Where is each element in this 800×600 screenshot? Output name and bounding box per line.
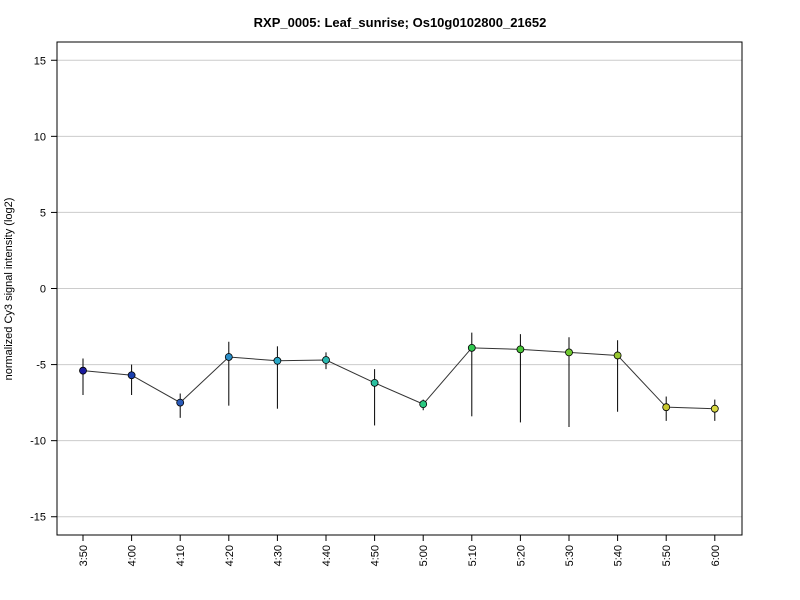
plot-frame	[56, 41, 743, 536]
x-tick-label: 4:30	[272, 545, 284, 566]
data-points	[79, 343, 719, 413]
x-tick-label: 5:30	[564, 545, 576, 566]
x-tick-label: 5:50	[661, 545, 673, 566]
x-tick-label: 5:40	[613, 545, 625, 566]
y-tick-label: -15	[30, 512, 46, 524]
y-tick-label: -10	[30, 436, 46, 448]
x-tick-label: 5:10	[467, 545, 479, 566]
data-point	[224, 353, 233, 361]
data-point	[79, 366, 87, 375]
y-axis: -15 -10 -5 0 5 10 15	[30, 55, 57, 524]
data-point	[419, 400, 428, 409]
x-tick-label: 4:40	[321, 545, 333, 566]
y-tick-label: 15	[34, 55, 46, 67]
data-point	[322, 356, 330, 364]
data-point	[273, 356, 282, 365]
data-point	[516, 345, 525, 354]
y-axis-label: normalized Cy3 signal intensity (log2)	[3, 198, 15, 381]
y-tick-label: 5	[40, 207, 46, 219]
y-tick-label: 10	[34, 131, 46, 143]
data-point	[370, 378, 379, 387]
chart-title: RXP_0005: Leaf_sunrise; Os10g0102800_216…	[254, 15, 547, 30]
data-point	[710, 404, 719, 413]
x-tick-label: 5:00	[418, 545, 430, 566]
x-axis: 3:50 4:00 4:10 4:20 4:30 4:40 4:50 5:00 5:10 5:20…	[78, 535, 722, 566]
data-point	[662, 403, 671, 412]
y-tick-label: 0	[40, 284, 46, 296]
grid-lines	[57, 59, 742, 518]
x-tick-label: 4:20	[224, 545, 236, 566]
data-point	[613, 351, 622, 360]
y-tick-label: -5	[36, 360, 46, 372]
error-bars	[82, 332, 716, 427]
x-tick-label: 4:10	[175, 545, 187, 566]
series-line	[82, 347, 715, 410]
x-tick-label: 4:00	[127, 545, 139, 566]
data-point	[467, 343, 476, 352]
data-point	[176, 398, 185, 407]
data-point	[565, 348, 573, 357]
x-tick-label: 5:20	[515, 545, 527, 566]
x-tick-label: 3:50	[78, 545, 90, 566]
x-tick-label: 6:00	[710, 545, 722, 566]
x-tick-label: 4:50	[370, 545, 382, 566]
data-point	[127, 371, 136, 380]
